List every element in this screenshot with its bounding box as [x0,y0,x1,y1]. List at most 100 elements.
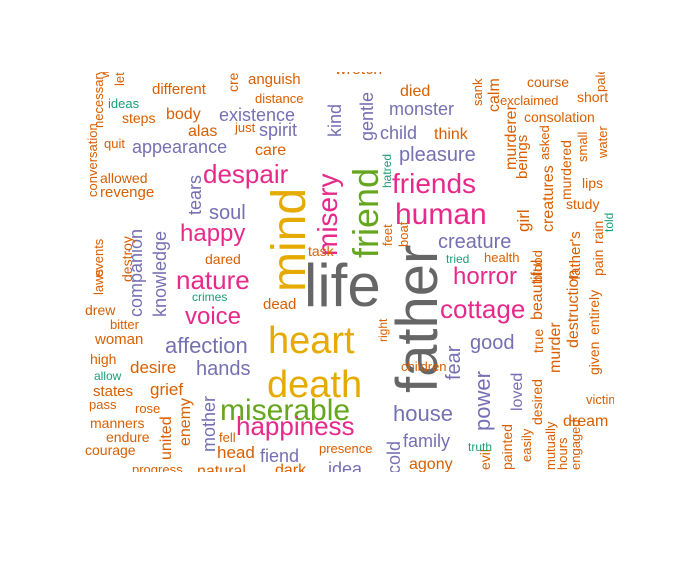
word-consolation: consolation [524,109,595,125]
word-cloud-area: father life mind heart death miserable friend m… [83,72,614,472]
word-creatures: creatures [540,165,557,232]
word-fell: fell [219,430,236,445]
word-idea: idea [328,459,363,472]
word-voice: voice [185,303,242,330]
word-happy: happy [180,220,246,247]
word-desire: desire [130,358,177,377]
word-let: let [112,72,127,86]
word-laws: laws [91,268,106,295]
word-human: human [395,198,487,231]
word-fear: fear [443,345,465,380]
word-destroy: destroy [119,236,135,282]
word-creation: creation [225,72,241,92]
word-knowledge: knowledge [150,230,170,317]
word-health: health [484,250,520,265]
word-progress: progress [132,462,183,472]
word-soul: soul [209,202,246,224]
word-house: house [393,401,453,426]
word-task: task [308,243,334,259]
word-dared: dared [205,251,241,267]
word-study: study [566,196,600,212]
word-power: power [470,371,495,431]
word-different: different [152,81,206,98]
word-conversation: conversation [85,123,100,197]
word-child: child [380,123,418,143]
word-lips: lips [582,175,604,191]
word-pale: pale [593,72,608,92]
word-life: life [304,252,381,319]
word-affection: affection [165,333,248,358]
word-exclaimed: exclaimed [500,93,559,108]
word-hatred: hatred [380,153,394,188]
word-small: small [575,131,590,162]
word-spirit: spirit [259,120,298,140]
word-horror: horror [453,263,518,290]
word-friends: friends [392,168,477,199]
word-died: died [400,83,431,100]
word-nature: nature [176,265,250,295]
word-friend: friend [345,167,386,258]
word-head: head [217,443,255,462]
word-mother: mother [199,395,219,452]
word-high: high [90,351,117,367]
word-gentle: gentle [357,91,377,141]
word-sank: sank [470,78,485,106]
word-murder: murder [547,322,564,373]
word-just: just [235,120,256,135]
word-beings: beings [514,134,531,179]
word-short: short [577,89,609,105]
word-course: course [527,74,570,90]
word-happiness: happiness [236,411,355,441]
word-enemy: enemy [177,397,194,446]
word-mind: mind [263,187,316,292]
word-agony: agony [409,456,453,473]
word-revenge: revenge [100,184,155,201]
word-entirely: entirely [586,289,602,335]
word-feet: feet [380,224,395,246]
word-appearance: appearance [132,137,228,157]
word-crimes: crimes [192,290,228,304]
word-easily: easily [519,428,534,462]
word-weeping: weeping [98,72,112,78]
word-pain: pain [590,249,606,276]
word-body: body [166,106,201,123]
word-children: children [401,359,447,374]
word-grief: grief [150,380,184,399]
word-tears: tears [185,174,205,215]
word-distance: distance [255,91,304,106]
word-despair: despair [203,159,289,189]
word-good: good [470,332,515,354]
word-cottage: cottage [440,294,526,324]
word-hands: hands [196,358,251,380]
word-anguish: anguish [248,72,301,88]
word-water: water [595,126,610,158]
word-rose: rose [135,401,161,416]
word-bitter: bitter [110,317,139,332]
word-alas: alas [188,123,218,140]
word-desired: desired [529,379,545,425]
word-creature: creature [438,231,512,253]
word-cold: cold [384,440,404,472]
word-told: told [602,212,614,232]
word-boat: boat [396,221,411,247]
word-murdered: murdered [558,140,574,200]
word-tried: tried [446,252,470,266]
word-wretch: wretch [335,72,382,78]
word-pleasure: pleasure [399,144,476,166]
word-true: true [530,328,546,353]
word-allow: allow [94,369,122,383]
word-destruction: destruction [565,269,582,348]
word-kind: kind [325,103,345,137]
word-fiend: fiend [260,446,300,466]
word-loved: loved [509,372,526,411]
word-steps: steps [122,110,156,126]
word-care: care [255,142,287,159]
word-united: united [158,416,175,460]
word-victim: victim [586,392,614,407]
word-right: right [376,318,390,342]
word-woman: woman [95,331,144,348]
word-courage: courage [85,442,136,458]
word-existence: existence [219,105,296,125]
word-miserable: miserable [220,394,351,427]
word-dead: dead [263,296,297,313]
